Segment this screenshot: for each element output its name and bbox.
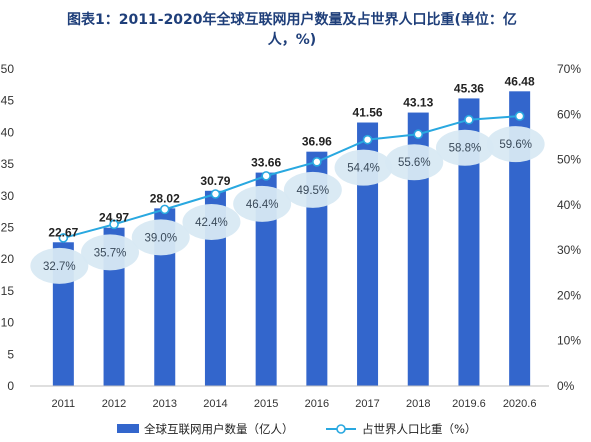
y-right-tick-label: 10% <box>557 334 581 348</box>
line-marker <box>413 129 424 140</box>
y-left-tick-label: 20 <box>1 252 15 266</box>
bar <box>306 151 328 386</box>
percent-label-bubble <box>131 219 190 256</box>
percent-line <box>63 115 520 239</box>
bar-data-label: 43.13 <box>403 96 433 110</box>
legend-line-marker <box>336 424 346 434</box>
x-tick-label: 2014 <box>203 398 227 410</box>
percent-data-label: 35.7% <box>94 247 127 259</box>
line-marker <box>159 204 170 215</box>
percent-label-bubble <box>486 126 545 163</box>
percent-data-label: 55.6% <box>398 157 431 169</box>
chart-title-line-2: 人，%) <box>268 31 316 48</box>
y-axis-right: 0% 10% 20% 30% 40% 50% 60% 70% <box>557 62 581 393</box>
line-marker <box>58 233 69 243</box>
y-left-tick-label: 35 <box>1 157 15 171</box>
x-axis: 2011 2012 2013 2014 2015 2016 2017 2018 2019.6 20… <box>30 385 549 410</box>
y-right-tick-label: 30% <box>557 243 581 257</box>
x-tick-label: 2020.6 <box>503 398 537 410</box>
y-left-tick-label: 5 <box>7 347 14 361</box>
legend-label-bar: 全球互联网用户数量（亿人） <box>144 422 294 436</box>
line-marker <box>464 114 474 125</box>
percent-data-label: 46.4% <box>246 199 279 211</box>
percent-label-bubble <box>30 247 89 284</box>
x-tick-label: 2019.6 <box>452 398 486 410</box>
y-left-tick-label: 45 <box>1 94 15 108</box>
percent-data-label: 32.7% <box>43 261 76 273</box>
line-marker <box>312 157 322 167</box>
percent-data-label: 54.4% <box>347 163 380 175</box>
bar <box>458 98 480 386</box>
y-right-tick-label: 50% <box>557 153 581 167</box>
y-right-tick-label: 60% <box>557 107 581 121</box>
bar-data-label: 41.56 <box>353 106 383 120</box>
x-tick-label: 2012 <box>102 398 126 410</box>
percent-label-bubble <box>283 171 342 208</box>
bar-data-label: 24.97 <box>99 211 129 225</box>
y-right-tick-label: 70% <box>557 62 581 76</box>
bar <box>255 172 277 386</box>
line-series: 32.7% 35.7% 39.0% 42.4% 46.4% 49.5% 54.4% 55.6%… <box>30 111 545 284</box>
x-tick-label: 2013 <box>153 398 177 410</box>
line-marker <box>261 171 271 181</box>
legend-label-line: 占世界人口比重（%） <box>362 422 476 436</box>
legend: 全球互联网用户数量（亿人） 占世界人口比重（%） <box>117 422 476 436</box>
legend-bar-swatch <box>117 424 139 433</box>
percent-label-bubble <box>334 149 393 186</box>
y-left-tick-label: 40 <box>1 125 15 139</box>
bar-value-labels: 22.67 24.97 28.02 30.79 33.66 36.96 41.56 43.13… <box>48 74 535 239</box>
bar <box>509 91 531 386</box>
y-left-tick-label: 30 <box>1 189 15 203</box>
line-marker <box>109 219 119 230</box>
chart-title: 图表1：2011-2020年全球互联网用户数量及占世界人口比重(单位：亿 人，%… <box>67 11 517 48</box>
y-left-tick-label: 50 <box>1 62 15 76</box>
y-left-tick-label: 0 <box>7 379 14 393</box>
percent-data-label: 49.5% <box>297 185 330 197</box>
percent-data-label: 59.6% <box>499 139 532 151</box>
y-left-tick-label: 25 <box>1 221 15 235</box>
percent-label-bubble <box>435 129 494 166</box>
line-marker <box>362 134 373 145</box>
x-tick-label: 2018 <box>406 398 430 410</box>
percent-label-bubble <box>182 203 241 240</box>
percent-data-label: 39.0% <box>144 232 177 244</box>
y-axis-left: 0 5 10 15 20 25 30 35 40 45 50 <box>1 62 15 393</box>
x-tick-label: 2015 <box>254 398 278 410</box>
line-marker <box>210 189 221 199</box>
bar-data-label: 28.02 <box>150 191 180 205</box>
bar <box>357 122 379 387</box>
x-tick-label: 2017 <box>355 398 379 410</box>
y-right-tick-label: 0% <box>557 379 575 393</box>
line-marker <box>514 111 525 121</box>
bar-data-label: 33.66 <box>251 156 281 170</box>
chart-title-line-1: 图表1：2011-2020年全球互联网用户数量及占世界人口比重(单位：亿 <box>67 11 517 28</box>
y-left-tick-label: 10 <box>1 316 15 330</box>
x-tick-label: 2016 <box>305 398 329 410</box>
percent-label-bubble <box>81 234 140 271</box>
bar-data-label: 46.48 <box>505 74 535 88</box>
percent-data-label: 58.8% <box>449 143 482 155</box>
bar-data-label: 45.36 <box>454 81 484 95</box>
bar-data-label: 22.67 <box>48 225 78 239</box>
y-left-tick-label: 15 <box>1 284 15 298</box>
bar <box>407 112 429 387</box>
bar-data-label: 36.96 <box>302 135 332 149</box>
bar-data-label: 30.79 <box>200 174 230 188</box>
percent-label-bubble <box>233 185 292 222</box>
x-tick-label: 2011 <box>52 398 76 410</box>
percent-data-label: 42.4% <box>195 217 228 229</box>
y-right-tick-label: 20% <box>557 288 581 302</box>
percent-label-bubble <box>385 144 444 181</box>
y-right-tick-label: 40% <box>557 198 581 212</box>
